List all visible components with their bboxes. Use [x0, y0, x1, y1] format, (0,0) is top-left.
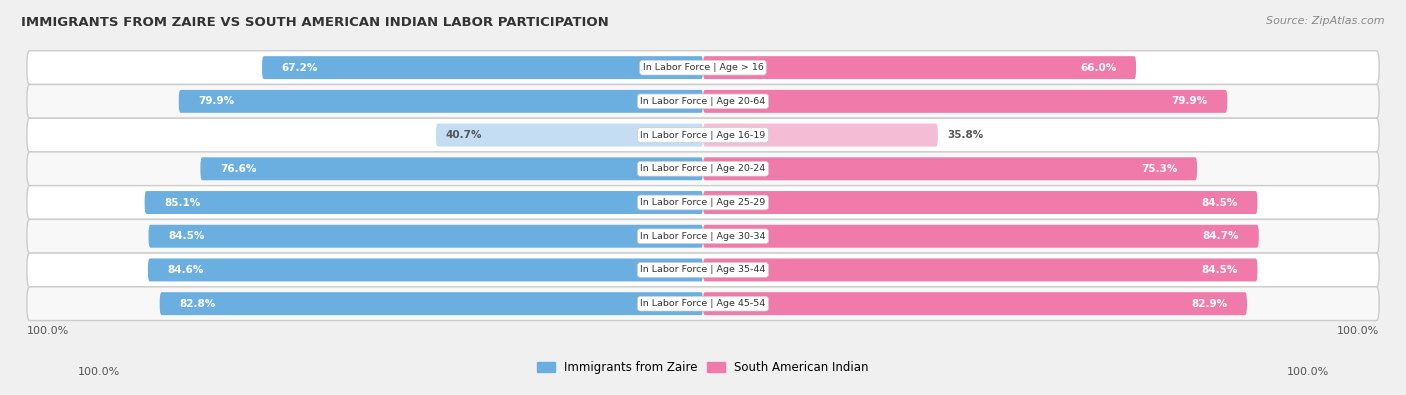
Legend: Immigrants from Zaire, South American Indian: Immigrants from Zaire, South American In…	[533, 356, 873, 379]
FancyBboxPatch shape	[27, 219, 1379, 253]
FancyBboxPatch shape	[703, 157, 1197, 180]
Text: 84.5%: 84.5%	[1201, 265, 1237, 275]
Text: 100.0%: 100.0%	[1286, 367, 1329, 377]
Text: 84.6%: 84.6%	[167, 265, 204, 275]
FancyBboxPatch shape	[703, 292, 1247, 315]
FancyBboxPatch shape	[27, 253, 1379, 287]
Text: 66.0%: 66.0%	[1080, 63, 1116, 73]
FancyBboxPatch shape	[27, 186, 1379, 219]
FancyBboxPatch shape	[703, 124, 938, 147]
Text: 35.8%: 35.8%	[948, 130, 984, 140]
Text: In Labor Force | Age 30-34: In Labor Force | Age 30-34	[640, 232, 766, 241]
Text: 67.2%: 67.2%	[281, 63, 318, 73]
FancyBboxPatch shape	[27, 51, 1379, 85]
Text: 100.0%: 100.0%	[27, 325, 69, 336]
Text: In Labor Force | Age 35-44: In Labor Force | Age 35-44	[640, 265, 766, 275]
FancyBboxPatch shape	[27, 118, 1379, 152]
FancyBboxPatch shape	[703, 56, 1136, 79]
Text: 100.0%: 100.0%	[77, 367, 120, 377]
FancyBboxPatch shape	[703, 90, 1227, 113]
Text: 76.6%: 76.6%	[221, 164, 256, 174]
FancyBboxPatch shape	[436, 124, 703, 147]
Text: In Labor Force | Age > 16: In Labor Force | Age > 16	[643, 63, 763, 72]
Text: 75.3%: 75.3%	[1142, 164, 1177, 174]
Text: Source: ZipAtlas.com: Source: ZipAtlas.com	[1267, 16, 1385, 26]
Text: 40.7%: 40.7%	[446, 130, 482, 140]
Text: IMMIGRANTS FROM ZAIRE VS SOUTH AMERICAN INDIAN LABOR PARTICIPATION: IMMIGRANTS FROM ZAIRE VS SOUTH AMERICAN …	[21, 16, 609, 29]
FancyBboxPatch shape	[703, 258, 1257, 281]
Text: 85.1%: 85.1%	[165, 198, 201, 207]
Text: In Labor Force | Age 20-64: In Labor Force | Age 20-64	[640, 97, 766, 106]
Text: In Labor Force | Age 16-19: In Labor Force | Age 16-19	[640, 131, 766, 139]
Text: In Labor Force | Age 20-24: In Labor Force | Age 20-24	[640, 164, 766, 173]
FancyBboxPatch shape	[27, 287, 1379, 320]
FancyBboxPatch shape	[149, 225, 703, 248]
FancyBboxPatch shape	[27, 85, 1379, 118]
Text: 84.7%: 84.7%	[1202, 231, 1239, 241]
FancyBboxPatch shape	[201, 157, 703, 180]
FancyBboxPatch shape	[262, 56, 703, 79]
Text: 82.8%: 82.8%	[180, 299, 215, 308]
Text: In Labor Force | Age 25-29: In Labor Force | Age 25-29	[640, 198, 766, 207]
FancyBboxPatch shape	[160, 292, 703, 315]
Text: 84.5%: 84.5%	[169, 231, 205, 241]
FancyBboxPatch shape	[148, 258, 703, 281]
Text: 82.9%: 82.9%	[1191, 299, 1227, 308]
Text: 79.9%: 79.9%	[198, 96, 235, 106]
Text: In Labor Force | Age 45-54: In Labor Force | Age 45-54	[640, 299, 766, 308]
FancyBboxPatch shape	[145, 191, 703, 214]
Text: 79.9%: 79.9%	[1171, 96, 1208, 106]
FancyBboxPatch shape	[703, 191, 1257, 214]
FancyBboxPatch shape	[703, 225, 1258, 248]
FancyBboxPatch shape	[179, 90, 703, 113]
Text: 100.0%: 100.0%	[1337, 325, 1379, 336]
Text: 84.5%: 84.5%	[1201, 198, 1237, 207]
FancyBboxPatch shape	[27, 152, 1379, 186]
